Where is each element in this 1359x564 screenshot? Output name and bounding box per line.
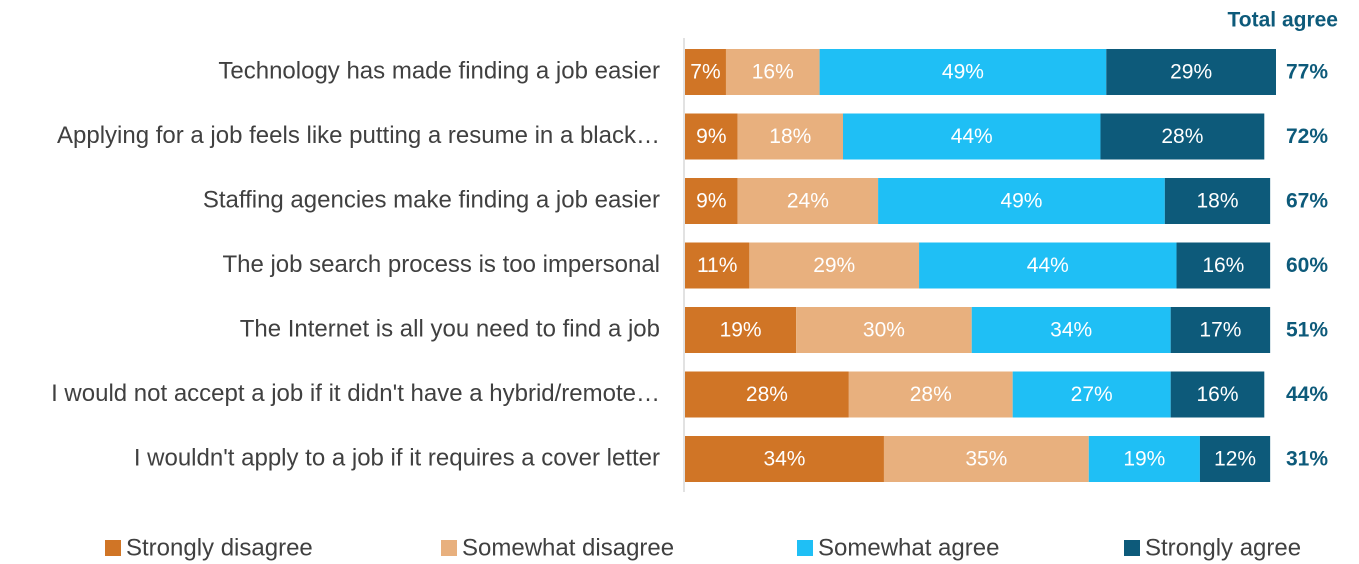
category-label: The Internet is all you need to find a j…	[240, 315, 660, 342]
category-label: Technology has made finding a job easier	[218, 57, 660, 84]
value-label: 29%	[1170, 61, 1212, 84]
value-label: 17%	[1199, 319, 1241, 342]
bar-segment	[749, 242, 920, 289]
bar-segment	[819, 49, 1107, 95]
bar-segment	[1088, 436, 1200, 482]
value-label: 9%	[696, 125, 726, 148]
legend-label: Somewhat agree	[818, 534, 999, 561]
value-label: 34%	[763, 448, 805, 471]
value-label: 28%	[1161, 125, 1203, 148]
bar-segment	[685, 178, 738, 224]
value-label: 49%	[1000, 190, 1042, 213]
category-label: Staffing agencies make finding a job eas…	[203, 186, 660, 213]
legend-swatch	[1124, 540, 1140, 556]
value-label: 7%	[690, 61, 720, 84]
legend-swatch	[797, 540, 813, 556]
value-label: 29%	[813, 254, 855, 277]
value-label: 35%	[965, 448, 1007, 471]
bar-segment	[685, 436, 884, 482]
bar-segment	[1176, 242, 1271, 289]
bar-segment	[1012, 371, 1171, 418]
bar-segment	[1164, 178, 1271, 224]
bar-segment	[1100, 113, 1265, 160]
value-label: 12%	[1214, 448, 1256, 471]
value-label: 44%	[951, 125, 993, 148]
value-label: 49%	[942, 61, 984, 84]
legend-label: Strongly disagree	[126, 534, 313, 561]
value-label: 27%	[1071, 383, 1113, 406]
value-label: 16%	[1196, 383, 1238, 406]
bar-segment	[1106, 49, 1276, 95]
bar-segment	[685, 307, 797, 353]
category-label: I wouldn't apply to a job if it requires…	[134, 444, 660, 471]
bar-segment	[685, 371, 849, 418]
category-label: The job search process is too impersonal	[222, 251, 660, 278]
value-label: 9%	[696, 190, 726, 213]
value-label: 11%	[697, 254, 737, 277]
value-label: 16%	[1202, 254, 1244, 277]
bar-segment	[737, 113, 843, 160]
value-label: 19%	[1123, 448, 1165, 471]
total-label: 72%	[1286, 125, 1328, 148]
bar-segment	[919, 242, 1177, 289]
bar-segment	[842, 113, 1101, 160]
value-label: 28%	[746, 383, 788, 406]
bar-segment	[685, 49, 726, 95]
category-label: Applying for a job feels like putting a …	[57, 122, 660, 149]
bar-segment	[878, 178, 1165, 224]
value-label: 16%	[752, 61, 794, 84]
bar-segment	[685, 242, 750, 289]
value-label: 34%	[1050, 319, 1092, 342]
bar-segment	[796, 307, 972, 353]
total-label: 77%	[1286, 61, 1328, 84]
bar-segment	[685, 113, 738, 160]
value-label: 18%	[769, 125, 811, 148]
bar-segment	[1199, 436, 1271, 482]
total-title: Total agree	[1228, 9, 1338, 32]
bar-segment	[737, 178, 879, 224]
bar-segment	[1170, 307, 1271, 353]
bar-segment	[883, 436, 1089, 482]
total-label: 31%	[1286, 448, 1328, 471]
value-label: 18%	[1196, 190, 1238, 213]
bar-segment	[971, 307, 1171, 353]
legend-swatch	[441, 540, 457, 556]
total-label: 51%	[1286, 319, 1328, 342]
value-label: 44%	[1027, 254, 1069, 277]
category-label: I would not accept a job if it didn't ha…	[51, 380, 660, 407]
total-label: 67%	[1286, 190, 1328, 213]
total-label: 44%	[1286, 383, 1328, 406]
bar-segment	[1170, 371, 1265, 418]
value-label: 24%	[787, 190, 829, 213]
bar-segment	[848, 371, 1013, 418]
value-label: 30%	[863, 319, 905, 342]
bar-segment	[725, 49, 820, 95]
legend-label: Strongly agree	[1145, 534, 1301, 561]
value-label: 19%	[720, 319, 762, 342]
value-label: 28%	[910, 383, 952, 406]
legend-swatch	[105, 540, 121, 556]
total-label: 60%	[1286, 254, 1328, 277]
legend-label: Somewhat disagree	[462, 534, 674, 561]
